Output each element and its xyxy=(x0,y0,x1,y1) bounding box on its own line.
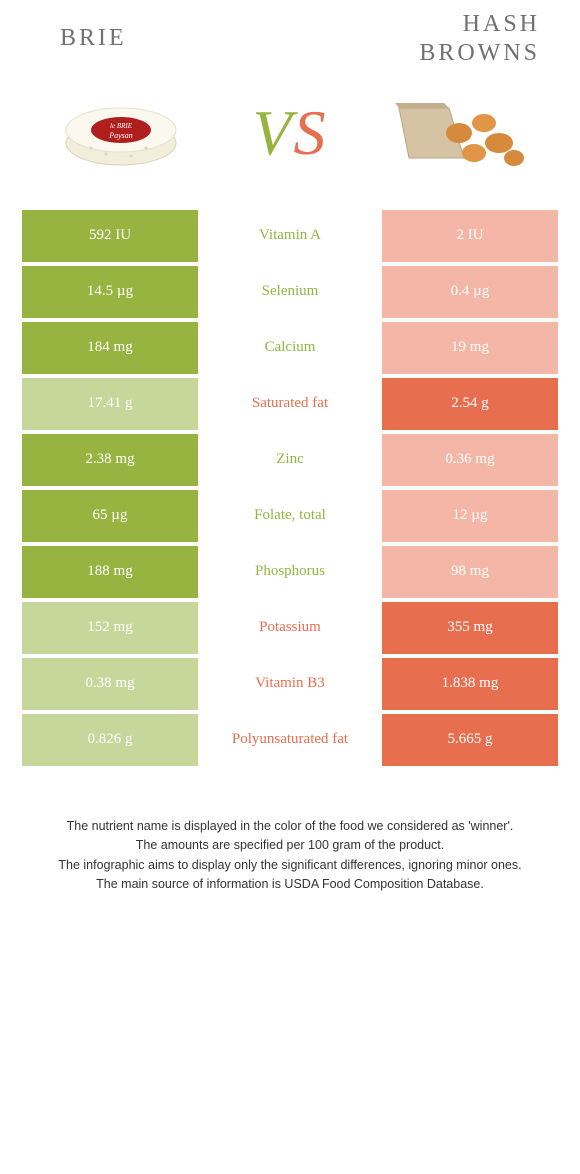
footer-line-1: The nutrient name is displayed in the co… xyxy=(20,818,560,836)
food-right-title-l1: HASH xyxy=(463,11,540,37)
value-right: 98 mg xyxy=(451,563,489,580)
cell-right: 1.838 mg xyxy=(380,656,560,712)
cell-nutrient: Selenium xyxy=(200,264,380,320)
cell-left: 0.38 mg xyxy=(20,656,200,712)
table-row: 184 mg Calcium 19 mg xyxy=(20,320,560,376)
header-row: BRIE HASH BROWNS xyxy=(0,0,580,68)
nutrient-name: Potassium xyxy=(259,619,321,636)
svg-text:le BRIE: le BRIE xyxy=(110,122,133,130)
value-left: 152 mg xyxy=(87,619,132,636)
nutrient-name: Vitamin A xyxy=(259,227,321,244)
vs-v: V xyxy=(252,97,293,168)
table-row: 0.38 mg Vitamin B3 1.838 mg xyxy=(20,656,560,712)
cell-nutrient: Phosphorus xyxy=(200,544,380,600)
value-right: 2 IU xyxy=(456,227,483,244)
value-left: 0.38 mg xyxy=(85,675,134,692)
value-left: 2.38 mg xyxy=(85,451,134,468)
value-right: 0.4 µg xyxy=(451,283,490,300)
footer-line-4: The main source of information is USDA F… xyxy=(20,876,560,894)
value-right: 19 mg xyxy=(451,339,489,356)
cell-left: 188 mg xyxy=(20,544,200,600)
cell-left: 17.41 g xyxy=(20,376,200,432)
food-right-title-l2: BROWNS xyxy=(419,40,540,66)
hash-browns-image xyxy=(389,88,529,178)
vs-label: VS xyxy=(252,96,327,170)
cell-nutrient: Folate, total xyxy=(200,488,380,544)
value-right: 0.36 mg xyxy=(445,451,494,468)
value-left: 14.5 µg xyxy=(87,283,133,300)
cell-nutrient: Calcium xyxy=(200,320,380,376)
value-right: 355 mg xyxy=(447,619,492,636)
infographic-container: BRIE HASH BROWNS le BRIE Paysan VS xyxy=(0,0,580,894)
table-row: 17.41 g Saturated fat 2.54 g xyxy=(20,376,560,432)
nutrient-name: Vitamin B3 xyxy=(255,675,325,692)
cell-left: 14.5 µg xyxy=(20,264,200,320)
cell-left: 0.826 g xyxy=(20,712,200,768)
value-left: 0.826 g xyxy=(88,731,133,748)
value-left: 184 mg xyxy=(87,339,132,356)
table-row: 152 mg Potassium 355 mg xyxy=(20,600,560,656)
cell-right: 5.665 g xyxy=(380,712,560,768)
value-right: 2.54 g xyxy=(451,395,489,412)
footer-line-2: The amounts are specified per 100 gram o… xyxy=(20,837,560,855)
cell-left: 152 mg xyxy=(20,600,200,656)
cell-nutrient: Zinc xyxy=(200,432,380,488)
table-row: 592 IU Vitamin A 2 IU xyxy=(20,208,560,264)
cell-nutrient: Saturated fat xyxy=(200,376,380,432)
vs-s: S xyxy=(294,97,328,168)
food-left-title: BRIE xyxy=(30,25,300,52)
cell-right: 355 mg xyxy=(380,600,560,656)
cell-nutrient: Vitamin B3 xyxy=(200,656,380,712)
cell-right: 0.36 mg xyxy=(380,432,560,488)
value-left: 188 mg xyxy=(87,563,132,580)
cell-nutrient: Potassium xyxy=(200,600,380,656)
cell-right: 19 mg xyxy=(380,320,560,376)
value-left: 17.41 g xyxy=(88,395,133,412)
cell-left: 65 µg xyxy=(20,488,200,544)
value-left: 65 µg xyxy=(93,507,128,524)
nutrient-name: Calcium xyxy=(265,339,316,356)
svg-text:Paysan: Paysan xyxy=(108,131,133,140)
cell-right: 12 µg xyxy=(380,488,560,544)
nutrient-name: Saturated fat xyxy=(252,395,328,412)
table-row: 65 µg Folate, total 12 µg xyxy=(20,488,560,544)
images-row: le BRIE Paysan VS xyxy=(0,68,580,208)
table-row: 188 mg Phosphorus 98 mg xyxy=(20,544,560,600)
cell-right: 2 IU xyxy=(380,208,560,264)
nutrient-name: Folate, total xyxy=(254,507,326,524)
cell-right: 0.4 µg xyxy=(380,264,560,320)
cell-nutrient: Polyunsaturated fat xyxy=(200,712,380,768)
cell-left: 592 IU xyxy=(20,208,200,264)
table-row: 14.5 µg Selenium 0.4 µg xyxy=(20,264,560,320)
table-row: 2.38 mg Zinc 0.36 mg xyxy=(20,432,560,488)
footer-line-3: The infographic aims to display only the… xyxy=(20,857,560,875)
cell-right: 2.54 g xyxy=(380,376,560,432)
nutrient-name: Polyunsaturated fat xyxy=(232,731,348,748)
value-left: 592 IU xyxy=(89,227,131,244)
value-right: 12 µg xyxy=(453,507,488,524)
cell-right: 98 mg xyxy=(380,544,560,600)
nutrient-name: Selenium xyxy=(262,283,319,300)
cell-left: 2.38 mg xyxy=(20,432,200,488)
value-right: 1.838 mg xyxy=(442,675,499,692)
nutrient-name: Phosphorus xyxy=(255,563,325,580)
value-right: 5.665 g xyxy=(448,731,493,748)
food-right-title: HASH BROWNS xyxy=(300,10,550,68)
footer-notes: The nutrient name is displayed in the co… xyxy=(20,818,560,894)
nutrient-name: Zinc xyxy=(276,451,304,468)
table-row: 0.826 g Polyunsaturated fat 5.665 g xyxy=(20,712,560,768)
cell-left: 184 mg xyxy=(20,320,200,376)
brie-image: le BRIE Paysan xyxy=(51,88,191,178)
cell-nutrient: Vitamin A xyxy=(200,208,380,264)
nutrient-table: 592 IU Vitamin A 2 IU 14.5 µg Selenium 0.4 µg… xyxy=(20,208,560,768)
